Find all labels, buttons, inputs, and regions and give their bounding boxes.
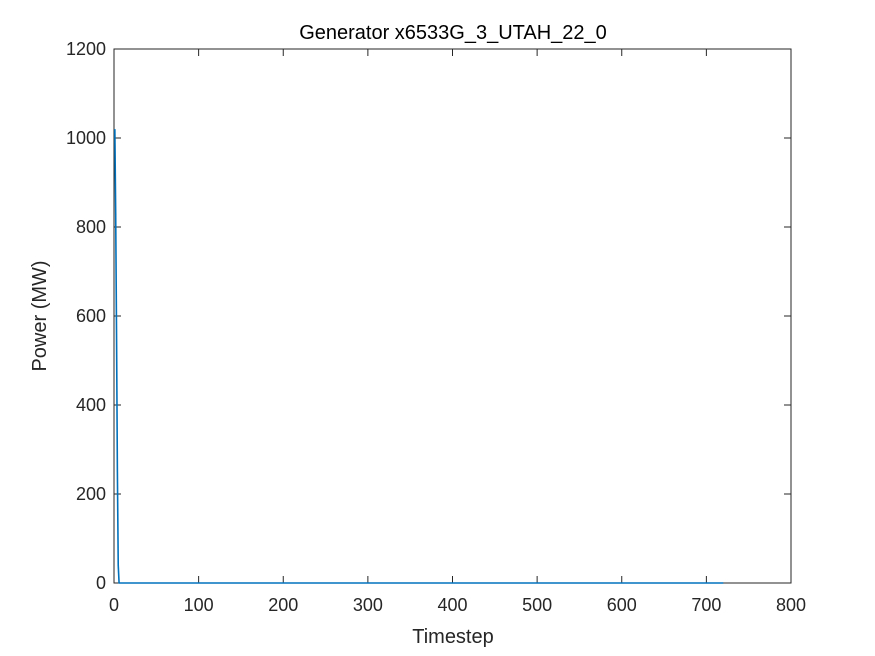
- y-axis-label: Power (MW): [29, 260, 51, 371]
- x-tick-label: 100: [184, 595, 214, 615]
- x-tick-label: 400: [437, 595, 467, 615]
- series-layer: [114, 129, 724, 584]
- x-tick-label: 200: [268, 595, 298, 615]
- x-axis: 0 100 200 300 400 500 600 700 800: [109, 49, 806, 615]
- y-tick-label: 1200: [66, 39, 106, 59]
- y-tick-label: 600: [76, 306, 106, 326]
- x-tick-label: 300: [353, 595, 383, 615]
- y-tick-label: 200: [76, 484, 106, 504]
- plot-area: [113, 48, 792, 584]
- y-axis: 0 200 400 600 800 1000 1200: [66, 39, 791, 593]
- y-tick-label: 1000: [66, 128, 106, 148]
- y-tick-label: 800: [76, 217, 106, 237]
- x-tick-label: 500: [522, 595, 552, 615]
- series-line: [114, 129, 724, 584]
- x-tick-label: 0: [109, 595, 119, 615]
- y-tick-label: 400: [76, 395, 106, 415]
- plot-box: [113, 48, 792, 584]
- x-tick-label: 700: [691, 595, 721, 615]
- x-tick-label: 600: [607, 595, 637, 615]
- x-axis-label: Timestep: [412, 626, 494, 648]
- y-tick-label: 0: [96, 573, 106, 593]
- chart-title: Generator x6533G_3_UTAH_22_0: [299, 22, 607, 44]
- x-tick-label: 800: [776, 595, 806, 615]
